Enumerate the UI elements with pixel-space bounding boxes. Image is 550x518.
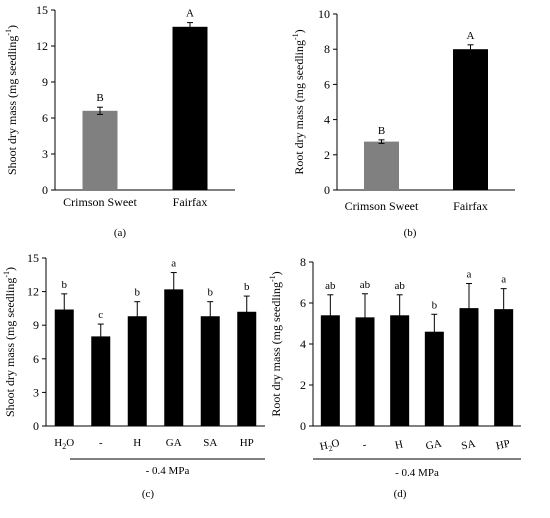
significance-letter: a bbox=[171, 258, 176, 270]
bar bbox=[91, 336, 111, 426]
y-axis-label: Shoot dry mass (mg seedling-1) bbox=[4, 25, 19, 175]
significance-letter: B bbox=[96, 92, 103, 104]
bar bbox=[82, 110, 118, 190]
y-tick-label: 15 bbox=[27, 251, 39, 265]
x-tick-label: GA bbox=[166, 437, 182, 449]
y-tick-label: 6 bbox=[42, 111, 48, 125]
x-tick-label: Fairfax bbox=[453, 199, 488, 213]
y-tick-label: 10 bbox=[318, 7, 330, 21]
y-tick-label: 0 bbox=[300, 419, 306, 433]
panel-label: (b) bbox=[404, 227, 417, 239]
x-tick-label: H2O bbox=[319, 437, 341, 455]
bar bbox=[453, 49, 488, 191]
bar bbox=[164, 289, 184, 426]
y-tick-label: 3 bbox=[33, 385, 39, 399]
bar bbox=[494, 309, 514, 426]
y-tick-label: 12 bbox=[36, 39, 48, 53]
bar bbox=[200, 316, 220, 426]
y-tick-label: 3 bbox=[42, 147, 48, 161]
x-tick-label: Fairfax bbox=[173, 195, 208, 209]
significance-letter: A bbox=[467, 30, 475, 42]
x-tick-label: HP bbox=[495, 438, 511, 453]
y-tick-label: 4 bbox=[324, 113, 330, 127]
x-tick-label: HP bbox=[240, 437, 254, 449]
bar bbox=[237, 311, 257, 426]
chart-panel-2: 0 2 4 6 8 10 Root dry mass (mg seedling-1) B Cri… bbox=[291, 7, 515, 239]
x-tick-label: GA bbox=[425, 438, 443, 453]
significance-letter: b bbox=[208, 287, 214, 299]
y-tick-label: 0 bbox=[42, 183, 48, 197]
x-tick-label: SA bbox=[460, 438, 476, 453]
y-tick-label: 6 bbox=[33, 352, 39, 366]
significance-letter: b bbox=[62, 279, 68, 291]
significance-letter: A bbox=[186, 8, 194, 20]
significance-letter: ab bbox=[360, 279, 371, 291]
significance-letter: b bbox=[244, 281, 250, 293]
significance-letter: B bbox=[378, 125, 385, 137]
bar bbox=[320, 315, 340, 426]
significance-letter: ab bbox=[325, 280, 336, 292]
chart-panel-1: 0 3 6 9 12 15 Shoot dry mass (mg seedling-1) B C… bbox=[4, 3, 235, 239]
chart-panel-3: 0 3 6 9 12 15 Shoot dry mass (mg seedling-1) b H… bbox=[2, 251, 265, 500]
x-tick-label: H bbox=[394, 438, 404, 451]
bar bbox=[172, 26, 208, 190]
group-label: - 0.4 MPa bbox=[395, 467, 439, 479]
significance-letter: b bbox=[432, 299, 438, 311]
x-tick-label: - bbox=[361, 439, 367, 452]
y-tick-label: 9 bbox=[42, 75, 48, 89]
y-tick-label: 4 bbox=[300, 337, 306, 351]
panel-label: (c) bbox=[142, 488, 155, 500]
significance-letter: a bbox=[501, 274, 506, 286]
x-tick-label: - bbox=[99, 437, 103, 449]
x-tick-label: H2O bbox=[54, 437, 74, 451]
bar bbox=[424, 331, 444, 426]
bar bbox=[54, 309, 74, 426]
x-tick-label: Crimson Sweet bbox=[63, 195, 137, 209]
bar bbox=[459, 308, 479, 426]
y-axis-label: Shoot dry mass (mg seedling-1) bbox=[2, 267, 17, 417]
y-tick-label: 9 bbox=[33, 318, 39, 332]
significance-letter: b bbox=[135, 287, 141, 299]
y-tick-label: 6 bbox=[324, 77, 330, 91]
y-tick-label: 8 bbox=[324, 42, 330, 56]
y-tick-label: 6 bbox=[300, 296, 306, 310]
y-tick-label: 2 bbox=[324, 148, 330, 162]
significance-letter: a bbox=[467, 269, 472, 281]
group-label: - 0.4 MPa bbox=[146, 465, 190, 477]
bar bbox=[390, 315, 410, 426]
bar bbox=[127, 316, 147, 426]
panel-label: (d) bbox=[394, 488, 407, 500]
y-tick-label: 12 bbox=[27, 285, 39, 299]
y-axis-label: Root dry mass (mg seedling-1) bbox=[268, 271, 283, 416]
y-axis-label: Root dry mass (mg seedling-1) bbox=[291, 29, 306, 174]
y-tick-label: 0 bbox=[324, 183, 330, 197]
panel-label: (a) bbox=[114, 227, 127, 239]
significance-letter: ab bbox=[394, 280, 405, 292]
x-tick-label: Crimson Sweet bbox=[345, 199, 419, 213]
y-tick-label: 2 bbox=[300, 378, 306, 392]
y-tick-label: 8 bbox=[300, 255, 306, 269]
y-tick-label: 15 bbox=[36, 3, 48, 17]
bar bbox=[364, 141, 399, 190]
x-tick-label: SA bbox=[203, 437, 217, 449]
bar bbox=[355, 317, 375, 426]
y-tick-label: 0 bbox=[33, 419, 39, 433]
significance-letter: c bbox=[98, 309, 103, 321]
x-tick-label: H bbox=[133, 437, 141, 449]
